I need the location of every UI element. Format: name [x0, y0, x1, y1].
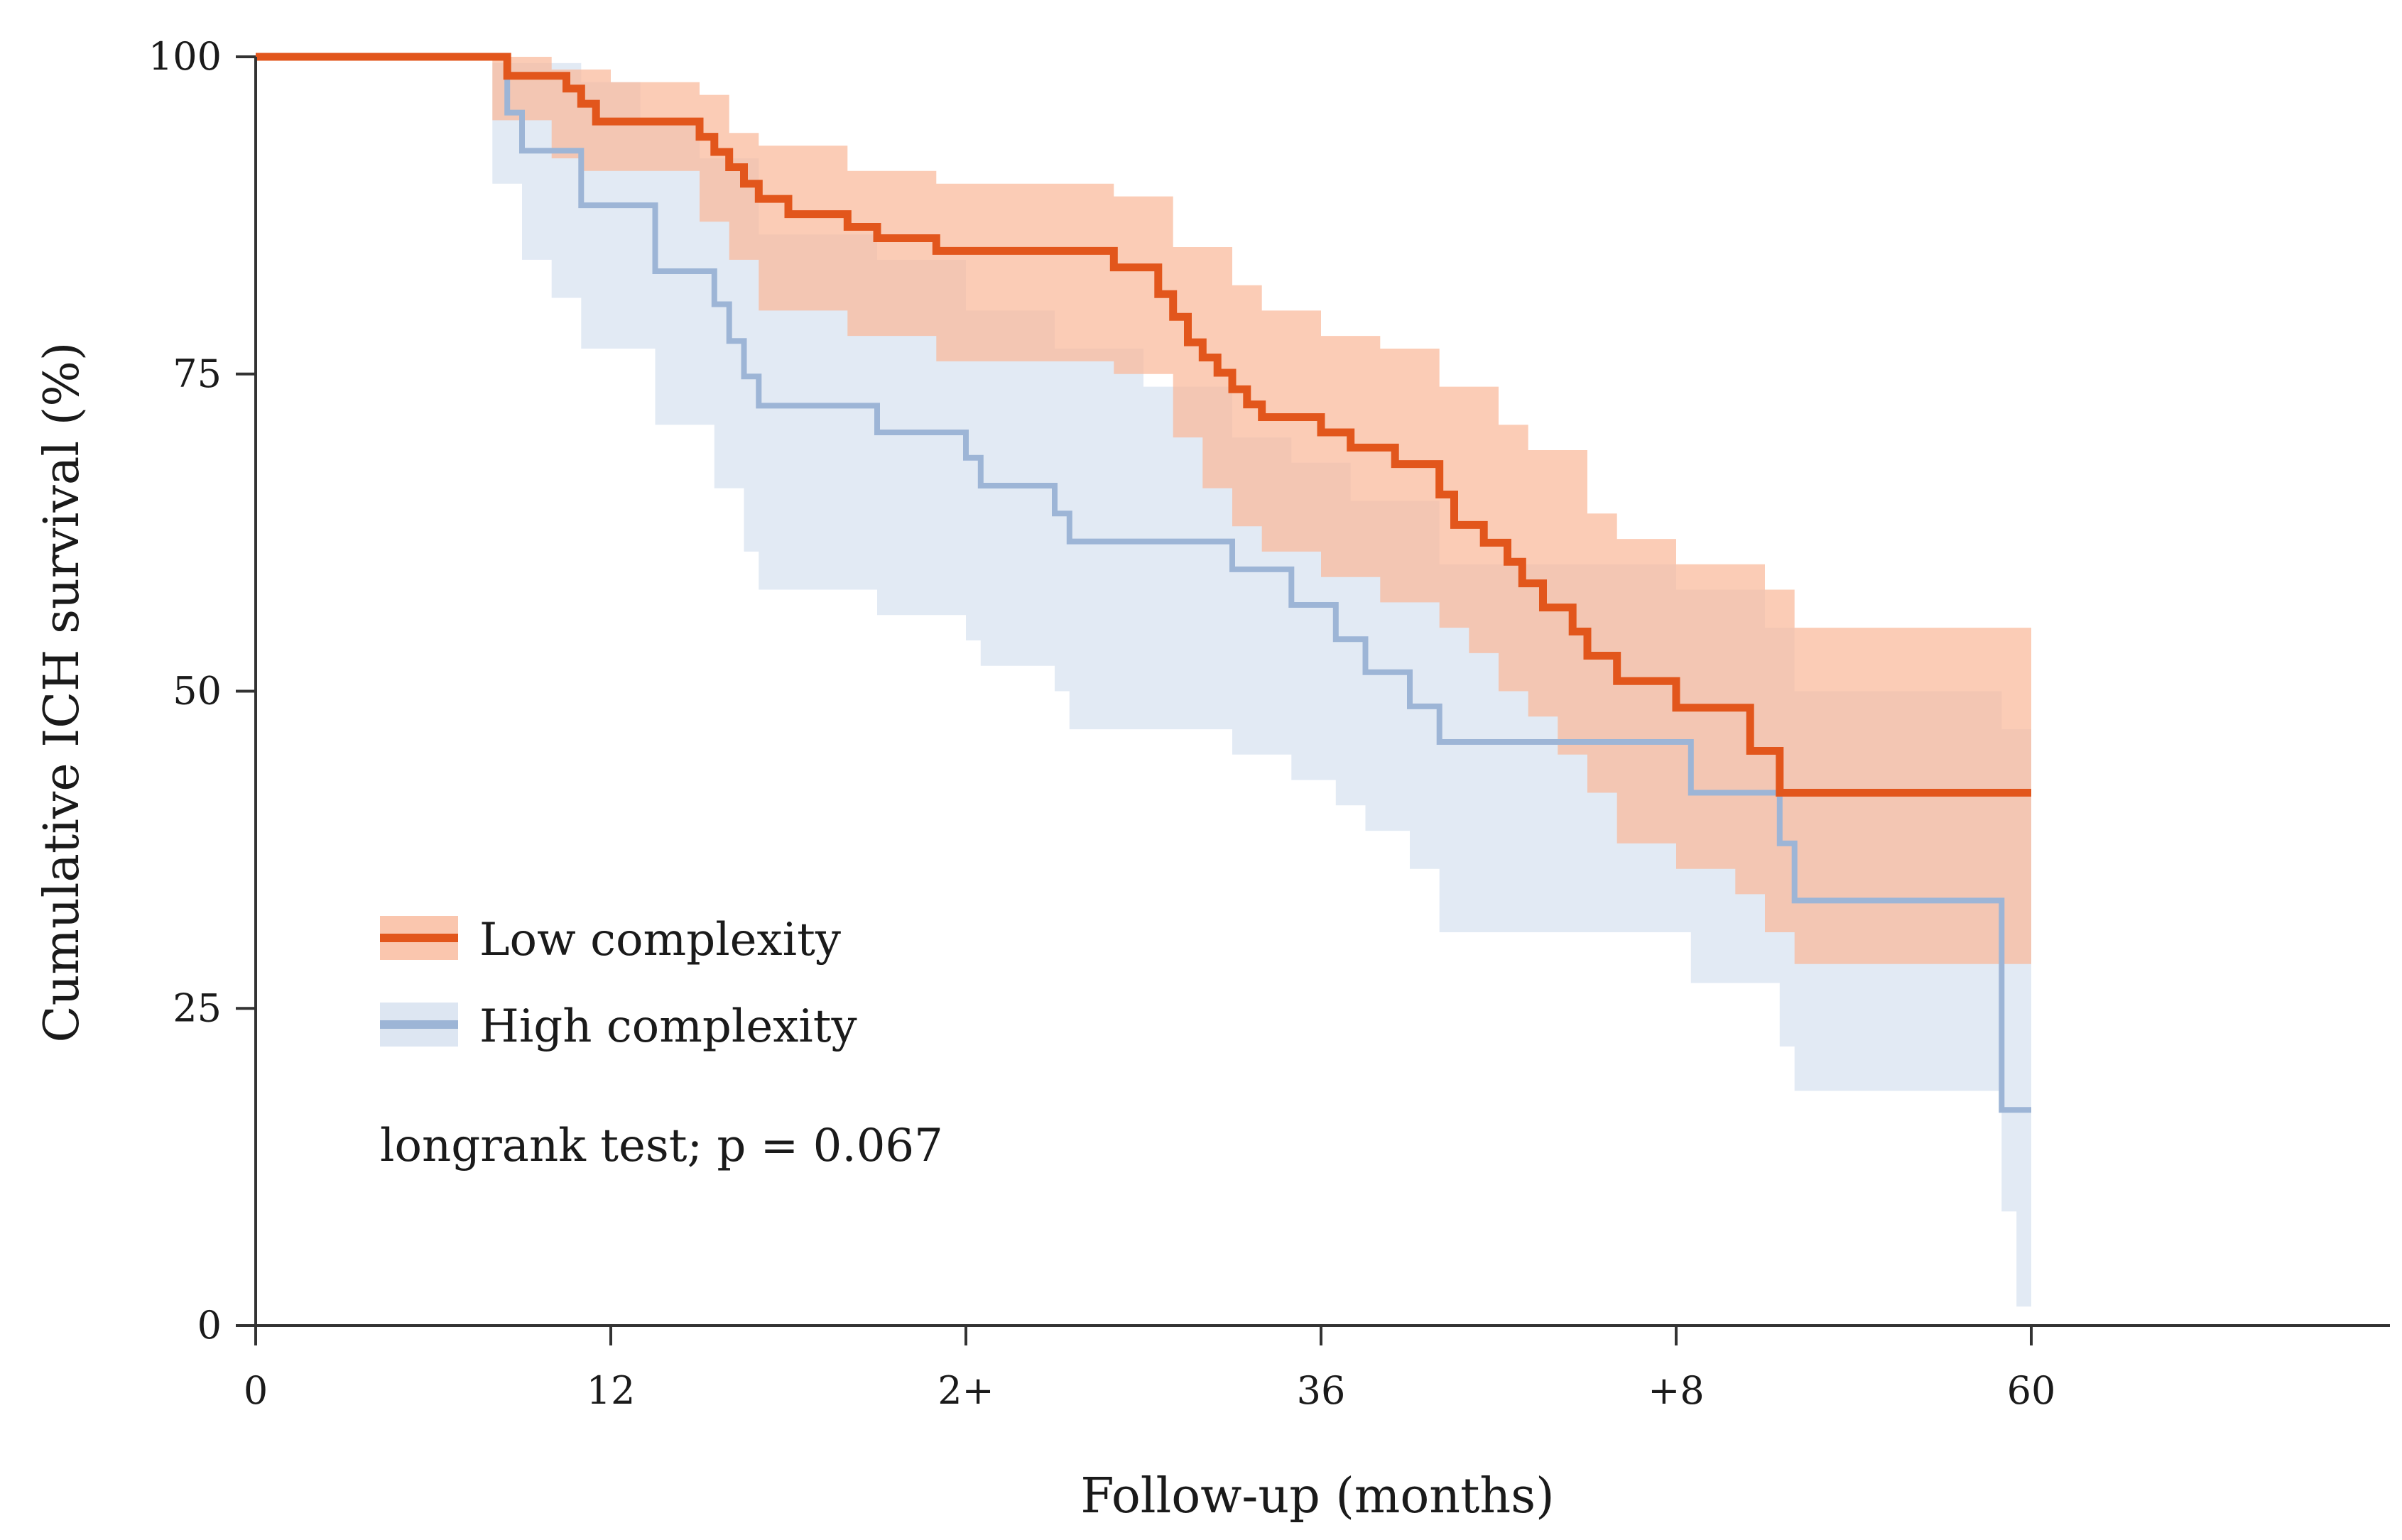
x-tick-label: 36 — [1297, 1368, 1346, 1413]
x-axis-title: Follow-up (months) — [1080, 1468, 1554, 1524]
legend-item-low: Low complexity — [380, 914, 841, 966]
ci-band-high — [256, 57, 2031, 1307]
confidence-bands — [256, 57, 2031, 1307]
ci-band-low — [256, 57, 2031, 964]
y-tick-label: 50 — [173, 669, 222, 714]
survival-lines — [256, 53, 2031, 1113]
x-ticks: 0 12 2+ 36 +8 60 — [244, 1326, 2056, 1413]
x-tick-label: 60 — [2007, 1368, 2056, 1413]
legend-item-high: High complexity — [380, 1000, 857, 1053]
survival-line-low — [256, 53, 2031, 797]
x-tick-label: 2+ — [938, 1368, 994, 1413]
y-ticks: 0 25 50 75 100 — [148, 34, 256, 1348]
y-tick-label: 0 — [197, 1303, 222, 1348]
y-axis-title: Cumulative ICH survival (%) — [34, 342, 90, 1043]
legend-label-low: Low complexity — [479, 914, 841, 966]
legend-label-high: High complexity — [479, 1000, 857, 1053]
y-tick-label: 75 — [173, 351, 222, 396]
x-tick-label: 12 — [587, 1368, 636, 1413]
logrank-annotation: longrank test; p = 0.067 — [380, 1120, 943, 1172]
survival-line-high — [256, 54, 2031, 1113]
x-tick-label: +8 — [1648, 1368, 1705, 1413]
y-tick-label: 100 — [148, 34, 222, 79]
y-tick-label: 25 — [173, 985, 222, 1030]
legend: Low complexity High complexity — [380, 914, 857, 1053]
x-tick-label: 0 — [244, 1368, 268, 1413]
